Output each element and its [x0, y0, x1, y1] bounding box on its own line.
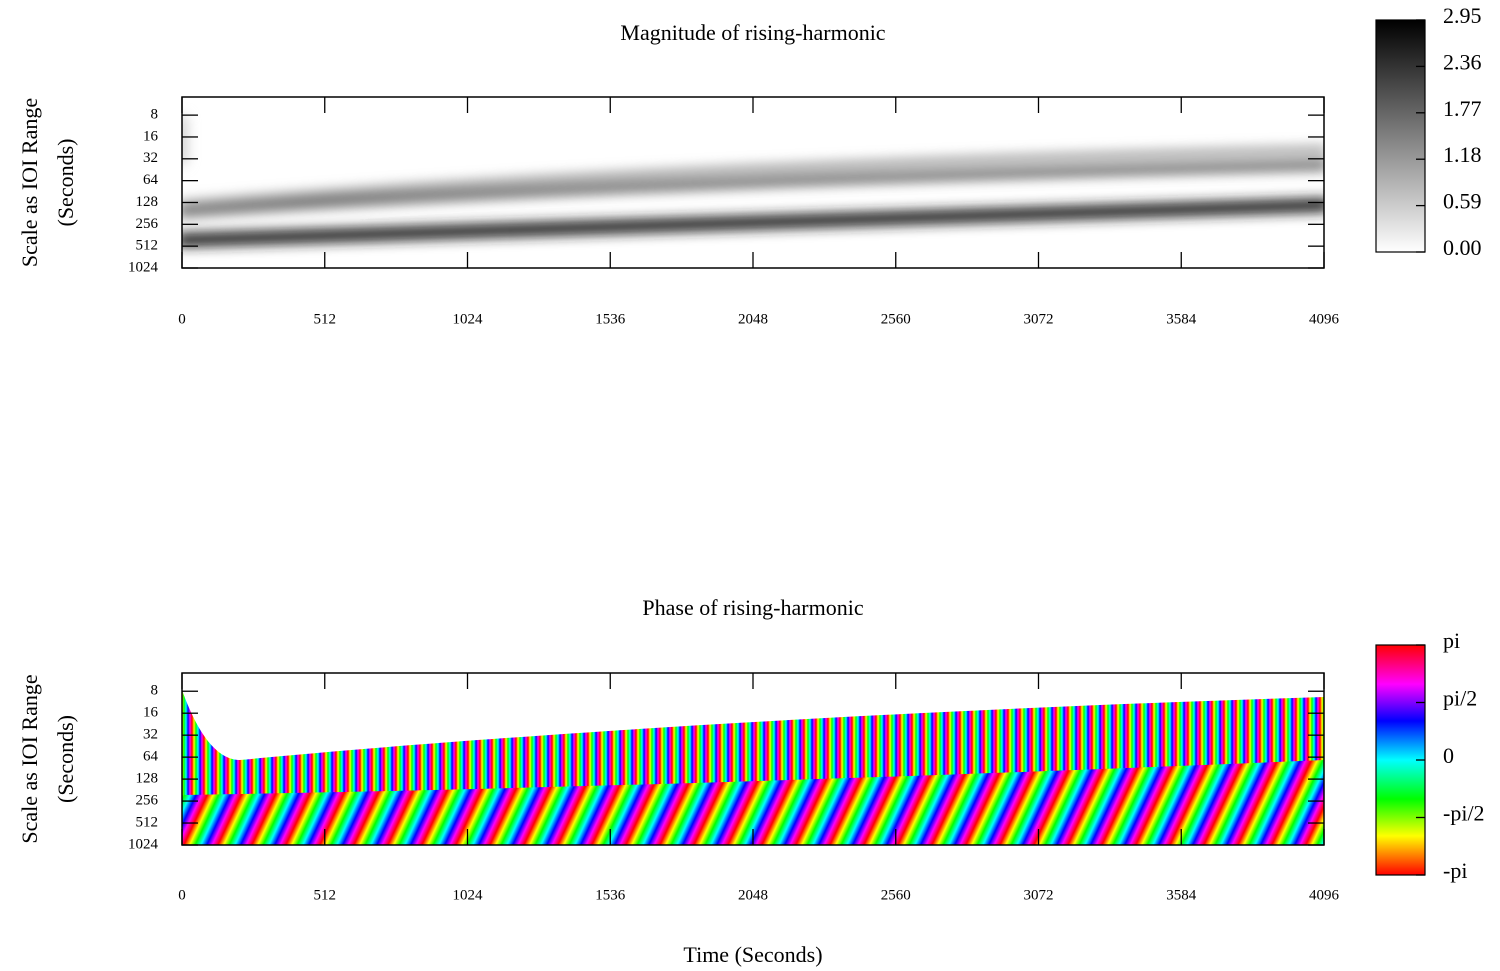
y-tick-label: 512	[136, 814, 159, 830]
x-tick-label: 1536	[595, 311, 626, 327]
x-tick-label: 1024	[453, 887, 484, 903]
x-tick-label: 2560	[881, 887, 911, 903]
y-tick-label: 8	[151, 107, 159, 123]
colorbar-tick-label: -pi/2	[1443, 801, 1485, 826]
y-tick-label: 256	[136, 793, 159, 809]
y-tick-label: 128	[136, 771, 159, 787]
colorbar-tick-label: pi	[1443, 628, 1460, 653]
x-axis-label: Time (Seconds)	[683, 942, 822, 967]
y-tick-label: 1024	[128, 836, 159, 852]
y-tick-label: 64	[143, 749, 159, 765]
y-tick-label: 64	[143, 172, 159, 188]
colorbar	[1375, 19, 1426, 253]
x-tick-label: 512	[314, 887, 337, 903]
chart-title: Magnitude of rising-harmonic	[620, 20, 885, 45]
y-tick-label: 32	[143, 727, 158, 743]
chart-title: Phase of rising-harmonic	[642, 595, 863, 620]
x-tick-label: 4096	[1309, 311, 1340, 327]
colorbar-tick-label: 2.36	[1443, 49, 1482, 74]
colorbar-tick-label: 2.95	[1443, 3, 1482, 28]
x-tick-label: 1024	[453, 311, 484, 327]
x-tick-label: 4096	[1309, 887, 1340, 903]
colorbar-tick-label: 1.77	[1443, 96, 1482, 121]
y-tick-label: 16	[143, 128, 159, 144]
colorbar-tick-label: -pi	[1443, 858, 1467, 883]
colorbar-tick-label: 1.18	[1443, 142, 1482, 167]
x-tick-label: 0	[178, 311, 186, 327]
y-tick-label: 512	[136, 238, 159, 254]
y-tick-label: 32	[143, 150, 158, 166]
y-tick-label: 1024	[128, 259, 159, 275]
x-tick-label: 1536	[595, 887, 626, 903]
phase-image	[182, 673, 1324, 845]
x-tick-label: 0	[178, 887, 186, 903]
colorbar-tick-label: 0	[1443, 743, 1454, 768]
colorbar-tick-label: pi/2	[1443, 686, 1477, 711]
y-axis-label: (Seconds)	[53, 139, 78, 227]
magnitude-image	[182, 97, 1324, 268]
y-axis-label: (Seconds)	[53, 715, 78, 803]
y-axis-label: Scale as IOI Range	[17, 674, 42, 843]
y-tick-label: 16	[143, 705, 159, 721]
x-tick-label: 2048	[738, 887, 768, 903]
x-tick-label: 3072	[1024, 311, 1054, 327]
colorbar-tick-label: 0.00	[1443, 235, 1482, 260]
y-tick-label: 8	[151, 683, 159, 699]
x-tick-label: 3072	[1024, 887, 1054, 903]
y-tick-label: 256	[136, 216, 159, 232]
x-tick-label: 2560	[881, 311, 911, 327]
x-tick-label: 3584	[1166, 311, 1197, 327]
colorbar-tick-label: 0.59	[1443, 189, 1482, 214]
y-tick-label: 128	[136, 194, 159, 210]
y-axis-label: Scale as IOI Range	[17, 98, 42, 267]
x-tick-label: 512	[314, 311, 337, 327]
x-tick-label: 2048	[738, 311, 768, 327]
x-tick-label: 3584	[1166, 887, 1197, 903]
